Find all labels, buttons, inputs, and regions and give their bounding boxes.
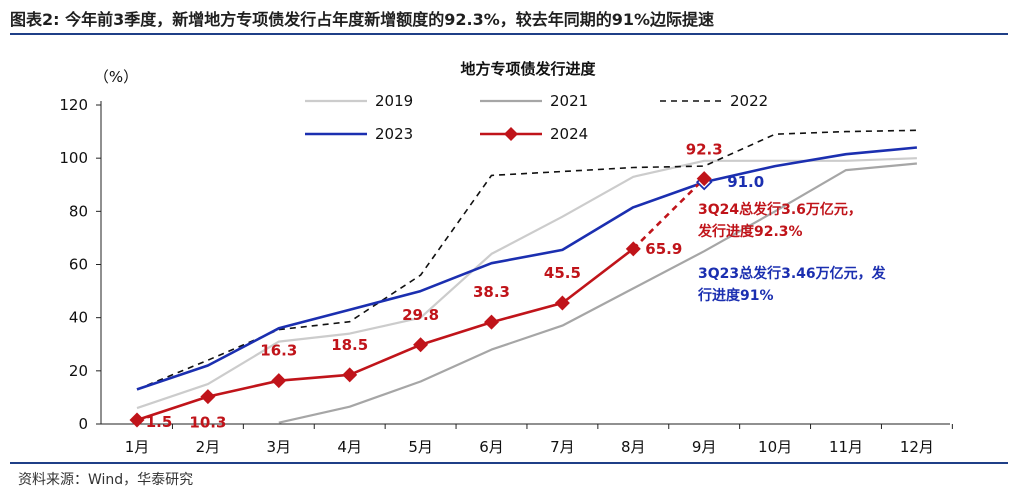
data-label-2024: 65.9 (645, 240, 682, 258)
y-tick-label: 80 (69, 202, 88, 220)
bottom-rule (10, 462, 1008, 464)
series-marker-2024 (129, 412, 145, 428)
x-tick-label: 9月 (692, 438, 717, 456)
y-tick-label: 120 (59, 96, 88, 114)
annotations: 3Q24总发行3.6万亿元， 发行进度92.3% 3Q23总发行3.46万亿元，… (697, 201, 887, 304)
data-label-2024: 18.5 (331, 336, 368, 354)
y-tick-label: 100 (59, 149, 88, 167)
series-marker-2024 (413, 337, 429, 353)
data-label-2024: 10.3 (189, 414, 226, 432)
x-tick-label: 7月 (550, 438, 575, 456)
series-line-2022 (136, 129, 917, 391)
data-labels: 1.5 10.3 16.3 18.5 29.8 38.3 45.5 65.9 92.391.0 (146, 141, 765, 432)
series-line-2024-dashed-segment (632, 177, 706, 250)
annotation-2024-line2: 发行进度92.3% (697, 223, 803, 240)
legend-label-2024: 2024 (550, 125, 588, 143)
series-line-2024 (136, 247, 635, 422)
y-tick-label: 20 (69, 362, 88, 380)
chart-title: 地方专项债发行进度 (460, 60, 596, 78)
x-tick-label: 1月 (125, 438, 150, 456)
series-marker-2024 (342, 367, 358, 383)
x-tick-label: 5月 (408, 438, 433, 456)
y-tick-label: 0 (78, 415, 88, 433)
series-marker-2024 (696, 171, 712, 187)
data-label-2024: 1.5 (146, 413, 173, 431)
annotation-2023-line2: 行进度91% (697, 287, 774, 304)
x-tick-label: 4月 (337, 438, 362, 456)
series-line-2019 (136, 157, 917, 410)
legend-label-2023: 2023 (375, 125, 413, 143)
legend: 2019 2021 2022 2023 2024 (305, 92, 768, 143)
y-axis-unit: （%） (94, 68, 138, 86)
x-tick-label: 10月 (758, 438, 792, 456)
x-tick-label: 11月 (829, 438, 863, 456)
x-tick-label: 6月 (479, 438, 504, 456)
data-label-2024: 45.5 (544, 264, 581, 282)
source-note: 资料来源：Wind，华泰研究 (18, 472, 194, 488)
figure-title: 图表2: 今年前3季度，新增地方专项债发行占年度新增额度的92.3%，较去年同期… (10, 10, 715, 29)
series-line-2021 (278, 162, 918, 424)
series-markers (129, 171, 713, 428)
series-lines (136, 129, 918, 424)
series-marker-2024 (271, 373, 287, 389)
series-marker-2024 (554, 295, 570, 311)
data-label-2023-sep: 91.0 (727, 173, 764, 191)
data-label-2024: 16.3 (260, 342, 297, 360)
series-marker-2024 (484, 314, 499, 330)
data-label-2024: 29.8 (402, 306, 439, 324)
annotation-2024-line1: 3Q24总发行3.6万亿元， (698, 201, 862, 218)
annotation-2023-line1: 3Q23总发行3.46万亿元，发 (698, 265, 887, 282)
x-tick-label: 12月 (900, 438, 934, 456)
top-rule (10, 33, 1008, 35)
legend-marker-2024 (504, 127, 518, 141)
legend-label-2022: 2022 (730, 92, 768, 110)
y-tick-label: 60 (69, 256, 88, 274)
series-marker-2024 (200, 389, 216, 405)
x-tick-label: 2月 (196, 438, 221, 456)
axes: 0 20 40 60 80 100 120 1月 2月 3月 4月 5月 6月 7月 8月 9月 10月 11月 1… (59, 96, 953, 456)
x-tick-label: 8月 (621, 438, 646, 456)
series-marker-2024 (625, 241, 641, 257)
legend-label-2021: 2021 (550, 92, 588, 110)
data-label-2024: 92.3 (686, 141, 723, 159)
y-tick-label: 40 (69, 309, 88, 327)
legend-label-2019: 2019 (375, 92, 413, 110)
series-line-2023 (136, 146, 918, 391)
x-tick-label: 3月 (267, 438, 292, 456)
data-label-2024: 38.3 (473, 283, 510, 301)
